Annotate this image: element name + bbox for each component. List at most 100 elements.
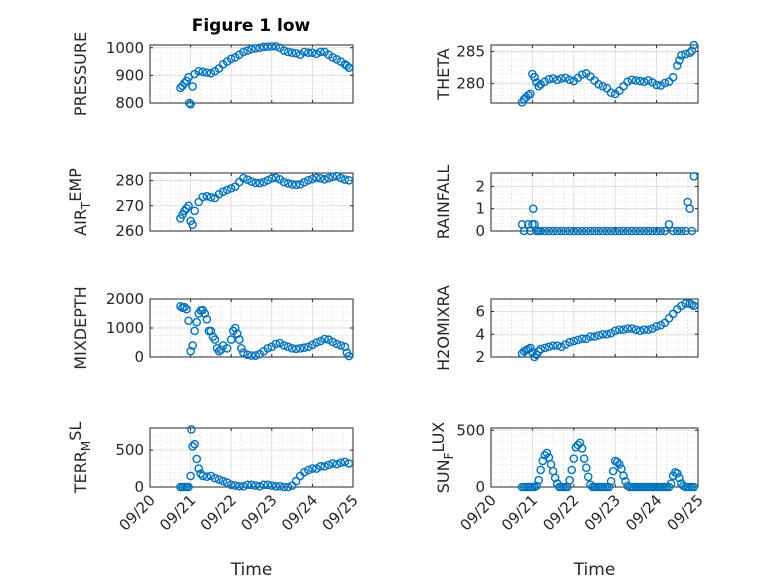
data-point [190, 206, 199, 216]
data-point [567, 465, 577, 475]
data-point [312, 49, 321, 59]
data-point [267, 481, 277, 490]
data-point [340, 175, 350, 184]
data-point [544, 226, 554, 236]
data-point [675, 473, 684, 483]
data-point [226, 184, 236, 193]
subplot-4: 0 1 2 RAINFALL [434, 165, 699, 240]
data-point [226, 54, 236, 64]
data-point [619, 471, 628, 480]
data-point [526, 89, 535, 99]
data-point [581, 334, 591, 344]
data-point [548, 74, 558, 83]
data-point [312, 173, 321, 183]
data-point [569, 336, 579, 346]
data-point [287, 180, 297, 189]
data-point [198, 67, 208, 77]
data-point [271, 481, 281, 491]
data-point [550, 473, 560, 483]
data-point [561, 340, 570, 349]
data-point [677, 51, 686, 60]
data-point [304, 176, 313, 185]
series-markers [176, 42, 354, 109]
data-point [606, 328, 616, 338]
data-point [344, 63, 354, 72]
data-point [308, 174, 317, 184]
y-tick-label: 500 [456, 421, 485, 439]
y-tick-label: 500 [115, 441, 144, 459]
data-point [623, 226, 632, 236]
data-point [557, 226, 566, 236]
data-point [332, 459, 342, 469]
data-point [689, 172, 699, 181]
y-axis-label-tail: LUX [429, 422, 448, 453]
data-point [332, 339, 342, 349]
data-point [283, 47, 293, 57]
data-point [200, 309, 210, 318]
data-point [247, 177, 256, 186]
data-point [198, 192, 208, 202]
data-point [287, 48, 297, 58]
data-point [627, 226, 637, 236]
data-point [243, 350, 252, 359]
data-point [218, 476, 228, 486]
series-markers [517, 40, 699, 107]
data-point [239, 173, 248, 183]
y-tick-label: 900 [115, 66, 144, 84]
data-point [631, 325, 641, 335]
data-point [615, 325, 624, 335]
data-point [316, 173, 325, 183]
data-point [320, 175, 329, 184]
data-point [685, 48, 695, 58]
data-point [689, 301, 699, 311]
data-point [586, 226, 595, 236]
data-point [279, 46, 289, 55]
data-point [222, 343, 232, 353]
data-point [230, 323, 240, 333]
data-point [247, 44, 256, 54]
data-point [192, 454, 201, 464]
data-point [579, 454, 589, 463]
data-point [267, 42, 277, 51]
data-point [565, 475, 574, 485]
data-point [621, 477, 630, 486]
y-tick-label: 800 [115, 94, 144, 112]
data-point [673, 469, 682, 478]
data-point [202, 68, 212, 77]
data-point [660, 226, 670, 236]
data-point [312, 338, 321, 347]
data-point [226, 480, 236, 490]
data-point [271, 339, 281, 349]
data-point [235, 481, 244, 491]
data-point [255, 178, 264, 188]
data-point [530, 352, 539, 362]
data-point [586, 332, 595, 341]
data-point [316, 47, 325, 57]
data-point [263, 42, 273, 51]
data-point [299, 343, 309, 353]
data-point [677, 301, 686, 311]
data-point [259, 177, 268, 187]
data-point [344, 459, 354, 468]
data-point [255, 43, 264, 53]
data-point [677, 226, 686, 236]
data-point [295, 180, 305, 189]
y-tick-label: 270 [115, 197, 144, 215]
data-point [283, 342, 293, 352]
data-point [548, 226, 558, 236]
data-point [612, 457, 622, 467]
data-point [316, 462, 325, 471]
data-point [577, 70, 587, 79]
y-tick-label: 280 [115, 172, 144, 190]
data-point [251, 44, 260, 53]
y-tick-label: 2000 [106, 290, 144, 308]
data-point [606, 477, 616, 486]
data-point [267, 173, 277, 183]
data-point [308, 464, 317, 473]
data-point [528, 348, 537, 357]
data-point [184, 201, 193, 211]
y-tick-label: 6 [475, 303, 485, 321]
figure-title: Figure 1 low [192, 16, 311, 36]
series-markers [517, 438, 699, 492]
